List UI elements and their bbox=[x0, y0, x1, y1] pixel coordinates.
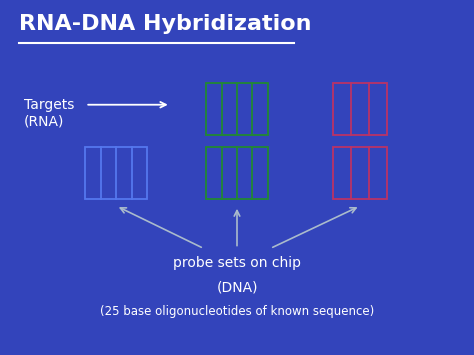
Text: RNA-DNA Hybridization: RNA-DNA Hybridization bbox=[19, 14, 311, 34]
Bar bbox=[85, 147, 147, 199]
Text: (DNA): (DNA) bbox=[216, 280, 258, 294]
Bar bbox=[333, 83, 387, 135]
Text: (25 base oligonucleotides of known sequence): (25 base oligonucleotides of known seque… bbox=[100, 305, 374, 318]
Text: Targets
(RNA): Targets (RNA) bbox=[24, 98, 74, 129]
Bar bbox=[206, 83, 268, 135]
Bar bbox=[333, 147, 387, 199]
Bar bbox=[206, 147, 268, 199]
Text: probe sets on chip: probe sets on chip bbox=[173, 256, 301, 269]
